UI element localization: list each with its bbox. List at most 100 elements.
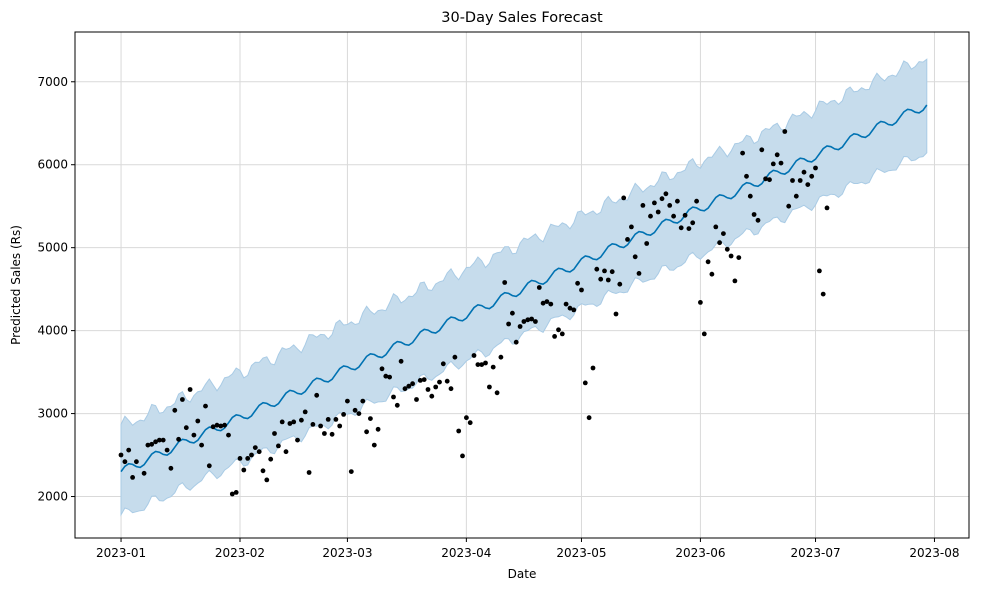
observed-point (256, 449, 262, 455)
observed-point (306, 470, 312, 475)
observed-point (337, 423, 343, 429)
observed-point (429, 393, 435, 399)
observed-point (172, 407, 178, 413)
observed-point (191, 432, 197, 438)
observed-point (605, 277, 611, 283)
observed-point (471, 353, 477, 358)
observed-point (153, 439, 159, 445)
observed-point (176, 436, 182, 442)
observed-point (770, 161, 776, 167)
observed-point (379, 366, 385, 372)
observed-point (252, 445, 258, 450)
observed-point (276, 443, 281, 449)
observed-point (295, 437, 300, 443)
observed-point (797, 178, 803, 183)
observed-point (437, 379, 442, 385)
observed-point (226, 432, 231, 438)
observed-point (168, 465, 174, 471)
observed-point (793, 193, 799, 199)
x-axis-ticks: 2023-01 2023-02 2023-03 2023-04 2023-05 2023-… (96, 538, 960, 560)
observed-point (621, 195, 627, 201)
observed-point (506, 321, 511, 327)
observed-point (487, 384, 492, 390)
observed-point (671, 213, 676, 219)
x-tick-label: 2023-01 (96, 546, 146, 560)
observed-point (149, 441, 155, 447)
observed-point (433, 384, 439, 390)
observed-point (352, 407, 358, 413)
observed-point (709, 271, 715, 277)
observed-point (417, 378, 423, 383)
observed-point (345, 398, 350, 404)
observed-point (609, 269, 615, 275)
observed-point (763, 176, 768, 182)
observed-point (751, 212, 757, 217)
observed-point (521, 319, 527, 324)
observed-point (655, 209, 661, 215)
observed-point (141, 470, 147, 476)
observed-point (299, 417, 304, 423)
forecast-line (120, 104, 928, 473)
observed-point (817, 268, 822, 274)
observed-point (590, 365, 596, 371)
x-tick-label: 2023-07 (790, 546, 840, 560)
observed-point (279, 419, 285, 425)
observed-point (536, 285, 542, 290)
observed-point (640, 203, 646, 208)
observed-point (391, 394, 396, 400)
observed-point (767, 177, 772, 183)
observed-point (464, 415, 469, 421)
observed-point (368, 416, 373, 421)
observed-point (728, 253, 734, 259)
observed-point (130, 475, 136, 480)
observed-point (456, 428, 462, 434)
observed-point (245, 456, 251, 461)
observed-point (586, 415, 592, 421)
observed-point (732, 278, 738, 284)
observed-points (118, 129, 830, 497)
observed-point (690, 220, 696, 226)
observed-point (448, 386, 454, 392)
observed-point (701, 331, 707, 337)
observed-point (406, 383, 412, 389)
observed-point (387, 374, 392, 380)
x-tick-label: 2023-03 (322, 546, 372, 560)
observed-point (467, 420, 473, 426)
observed-point (160, 437, 166, 443)
x-axis-label: Date (508, 567, 537, 581)
y-tick-label: 3000 (37, 407, 68, 421)
observed-point (598, 276, 604, 282)
observed-point (122, 459, 128, 465)
observed-point (678, 225, 684, 231)
observed-point (421, 377, 427, 382)
observed-point (613, 311, 619, 317)
observed-point (675, 198, 680, 204)
observed-point (682, 212, 688, 218)
observed-point (805, 182, 811, 188)
chart-title: 30-Day Sales Forecast (441, 10, 603, 26)
observed-point (563, 301, 569, 307)
observed-point (371, 442, 377, 448)
observed-point (713, 224, 719, 230)
observed-point (475, 362, 481, 367)
observed-point (180, 397, 185, 402)
observed-point (755, 217, 761, 223)
observed-point (498, 354, 504, 360)
observed-point (698, 300, 703, 305)
observed-point (744, 173, 749, 179)
observed-point (544, 299, 550, 304)
observed-point (318, 423, 323, 429)
observed-point (667, 203, 673, 208)
observed-point (529, 316, 534, 322)
observed-point (556, 327, 561, 333)
observed-point (740, 150, 745, 156)
observed-point (218, 423, 224, 429)
x-tick-label: 2023-05 (556, 546, 606, 560)
observed-point (617, 281, 623, 287)
observed-point (287, 421, 293, 426)
y-tick-label: 6000 (37, 158, 68, 172)
observed-point (644, 241, 650, 246)
observed-point (164, 447, 170, 453)
y-axis-label: Predicted Sales (Rs) (9, 225, 23, 345)
